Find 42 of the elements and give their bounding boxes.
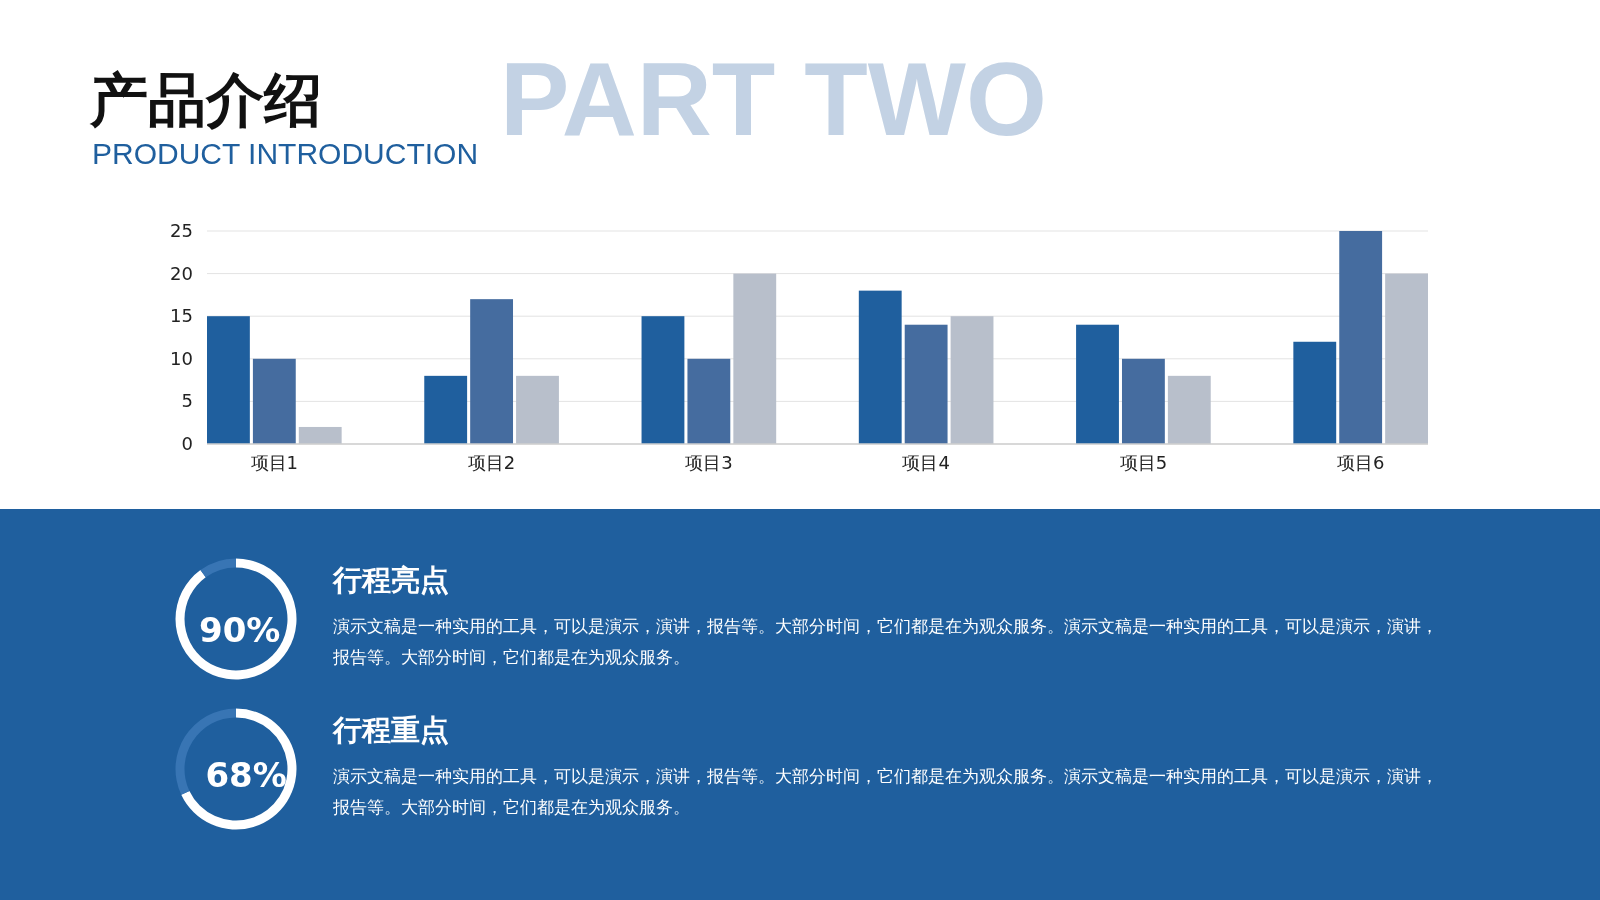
donut-slice bbox=[175, 558, 297, 680]
text: 行程重点 bbox=[333, 712, 449, 749]
bar bbox=[207, 316, 250, 444]
x-tick-label: 项目2 bbox=[467, 452, 516, 473]
y-tick-label: 0 bbox=[181, 433, 193, 454]
text: 演示文稿是一种实用的工具，可以是演示，演讲，报告等。大部分时间，它们都是在为观众服务。演示文稿是一种实用的工具，可以是演示，演讲，报告等。大部分时间，它们都是在为观众服务。 bbox=[333, 615, 1439, 669]
chart-title: 产品介绍 bbox=[90, 66, 322, 134]
x-tick-label: 项目3 bbox=[685, 452, 733, 473]
bar bbox=[904, 324, 948, 444]
bar bbox=[298, 426, 342, 444]
x-tick-label: 项目6 bbox=[1336, 452, 1385, 473]
y-tick-label: 25 bbox=[170, 220, 193, 241]
y-tick-label: 20 bbox=[170, 262, 193, 284]
data-label: 68% bbox=[205, 755, 287, 796]
y-tick-label: 15 bbox=[170, 305, 193, 327]
bar bbox=[1293, 341, 1337, 444]
chart-subtitle: PRODUCT INTRODUCTION bbox=[92, 137, 479, 171]
x-tick-label: 项目4 bbox=[902, 452, 950, 473]
bar bbox=[252, 358, 296, 444]
bar bbox=[1121, 358, 1165, 444]
bar bbox=[470, 299, 514, 444]
data-label: 90% bbox=[199, 610, 281, 651]
x-tick-label: 项目1 bbox=[250, 452, 299, 473]
bar bbox=[1385, 273, 1428, 444]
x-tick-label: 项目5 bbox=[1119, 452, 1168, 473]
bar bbox=[516, 375, 559, 444]
bar bbox=[1339, 231, 1383, 444]
bar bbox=[858, 290, 902, 444]
y-tick-label: 5 bbox=[181, 390, 193, 412]
donut-slice bbox=[200, 558, 236, 578]
text: 演示文稿是一种实用的工具，可以是演示，演讲，报告等。大部分时间，它们都是在为观众服务。演示文稿是一种实用的工具，可以是演示，演讲，报告等。大部分时间，它们都是在为观众服务。 bbox=[333, 765, 1439, 819]
bar bbox=[424, 375, 468, 444]
bar bbox=[641, 316, 685, 444]
bar bbox=[950, 316, 994, 444]
bar bbox=[687, 358, 731, 444]
bar bbox=[733, 273, 777, 444]
text: 行程亮点 bbox=[333, 562, 449, 599]
bar bbox=[1167, 375, 1211, 444]
y-tick-label: 10 bbox=[170, 347, 193, 369]
text: PART TWO bbox=[500, 40, 1047, 159]
bar bbox=[1076, 324, 1119, 444]
donut-slice bbox=[181, 708, 297, 830]
